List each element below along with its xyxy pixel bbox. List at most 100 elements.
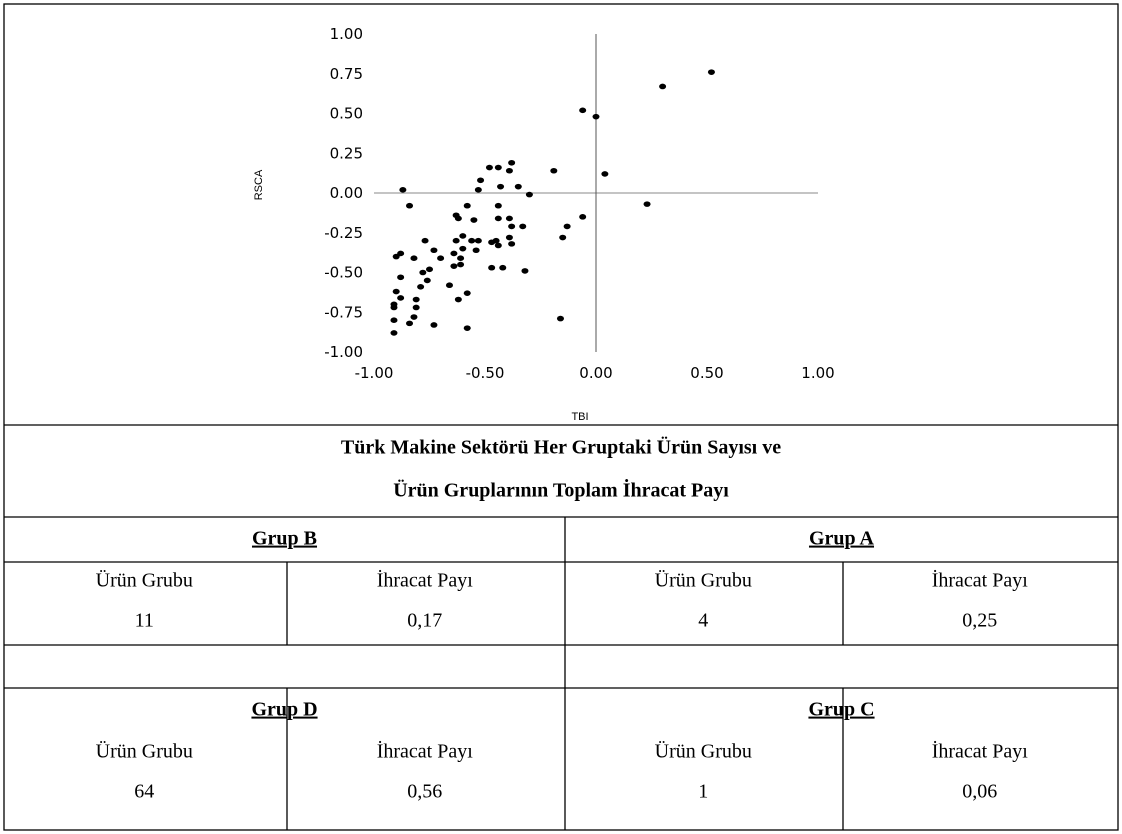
point (477, 177, 485, 184)
point (514, 183, 522, 190)
point (392, 253, 400, 260)
column-header: İhracat Payı (377, 569, 474, 592)
column-header: İhracat Payı (932, 740, 1029, 763)
point (472, 247, 480, 254)
point (390, 317, 398, 324)
point (390, 330, 398, 336)
point (392, 288, 400, 295)
point (397, 274, 405, 281)
y-tick-label: 0.50 (330, 105, 363, 123)
point (643, 201, 651, 207)
point (397, 295, 405, 301)
group-name: Grup D (251, 699, 317, 721)
point (508, 223, 516, 230)
point (488, 239, 496, 246)
point (521, 268, 529, 274)
point (463, 290, 471, 296)
y-tick-label: -1.00 (324, 343, 363, 361)
point (505, 167, 513, 174)
point (410, 255, 418, 261)
y-tick-label: 0.75 (330, 65, 363, 83)
point (508, 241, 516, 247)
table-title: Ürün Gruplarının Toplam İhracat Payı (393, 478, 729, 502)
column-header: Ürün Grubu (96, 569, 193, 592)
point (421, 237, 429, 244)
point (430, 247, 438, 254)
point (390, 304, 398, 311)
point (499, 264, 507, 271)
column-header: İhracat Payı (932, 569, 1029, 592)
point (406, 320, 414, 327)
point (579, 107, 587, 114)
point (494, 242, 502, 249)
cell-value: 0,56 (407, 781, 442, 803)
outer-border (3, 3, 1119, 831)
cell-value: 64 (134, 781, 154, 803)
column-header: Ürün Grubu (655, 740, 752, 763)
point (494, 164, 502, 171)
point (419, 269, 427, 276)
column-header: Ürün Grubu (96, 740, 193, 763)
point (459, 245, 467, 252)
point (488, 264, 496, 271)
point (556, 315, 564, 322)
group-name: Grup B (252, 528, 317, 550)
point (463, 202, 471, 209)
x-tick-label: 1.00 (801, 364, 834, 382)
point (470, 217, 478, 223)
group-name: Grup C (808, 699, 874, 721)
table-title: Türk Makine Sektörü Her Gruptaki Ürün Sa… (341, 436, 781, 459)
y-tick-label: 0.25 (330, 144, 363, 162)
y-tick-label: -0.50 (324, 264, 363, 282)
point (494, 202, 502, 209)
point (519, 223, 527, 230)
point (406, 202, 414, 209)
y-tick-label: -0.75 (324, 303, 363, 321)
point (457, 261, 465, 268)
point (474, 237, 482, 244)
point (459, 233, 467, 239)
point (454, 296, 462, 303)
cell-value: 4 (698, 610, 708, 632)
cell-value: 11 (135, 610, 154, 632)
point (450, 250, 458, 257)
point (497, 183, 505, 190)
point (417, 284, 425, 290)
point (450, 263, 458, 269)
y-tick-label: 1.00 (330, 25, 363, 43)
column-header: Ürün Grubu (655, 569, 752, 592)
cell-value: 1 (698, 781, 708, 803)
point (563, 223, 571, 230)
point (457, 255, 465, 261)
y-axis-label: RSCA (253, 169, 265, 200)
x-tick-label: 0.50 (690, 364, 723, 382)
column-header: İhracat Payı (377, 740, 474, 763)
x-axis-label: TBI (571, 411, 588, 423)
y-tick-label: 0.00 (330, 184, 363, 202)
point (659, 83, 667, 90)
cell-value: 0,06 (962, 781, 997, 803)
point (412, 304, 420, 311)
point (474, 187, 482, 193)
group-name: Grup A (809, 528, 875, 550)
point (508, 159, 516, 166)
x-tick-label: 0.00 (579, 364, 612, 382)
point (430, 322, 438, 328)
point (410, 314, 418, 320)
point (601, 171, 609, 177)
point (707, 69, 715, 75)
point (592, 113, 600, 120)
point (452, 237, 460, 244)
point (525, 191, 533, 198)
point (505, 215, 513, 222)
point (437, 255, 445, 261)
point (445, 282, 453, 289)
cell-value: 0,25 (962, 610, 997, 632)
point (463, 325, 471, 331)
point (468, 237, 476, 244)
cell-value: 0,17 (407, 610, 442, 632)
y-tick-label: -0.25 (324, 224, 363, 242)
point (485, 164, 493, 171)
point (550, 167, 558, 174)
